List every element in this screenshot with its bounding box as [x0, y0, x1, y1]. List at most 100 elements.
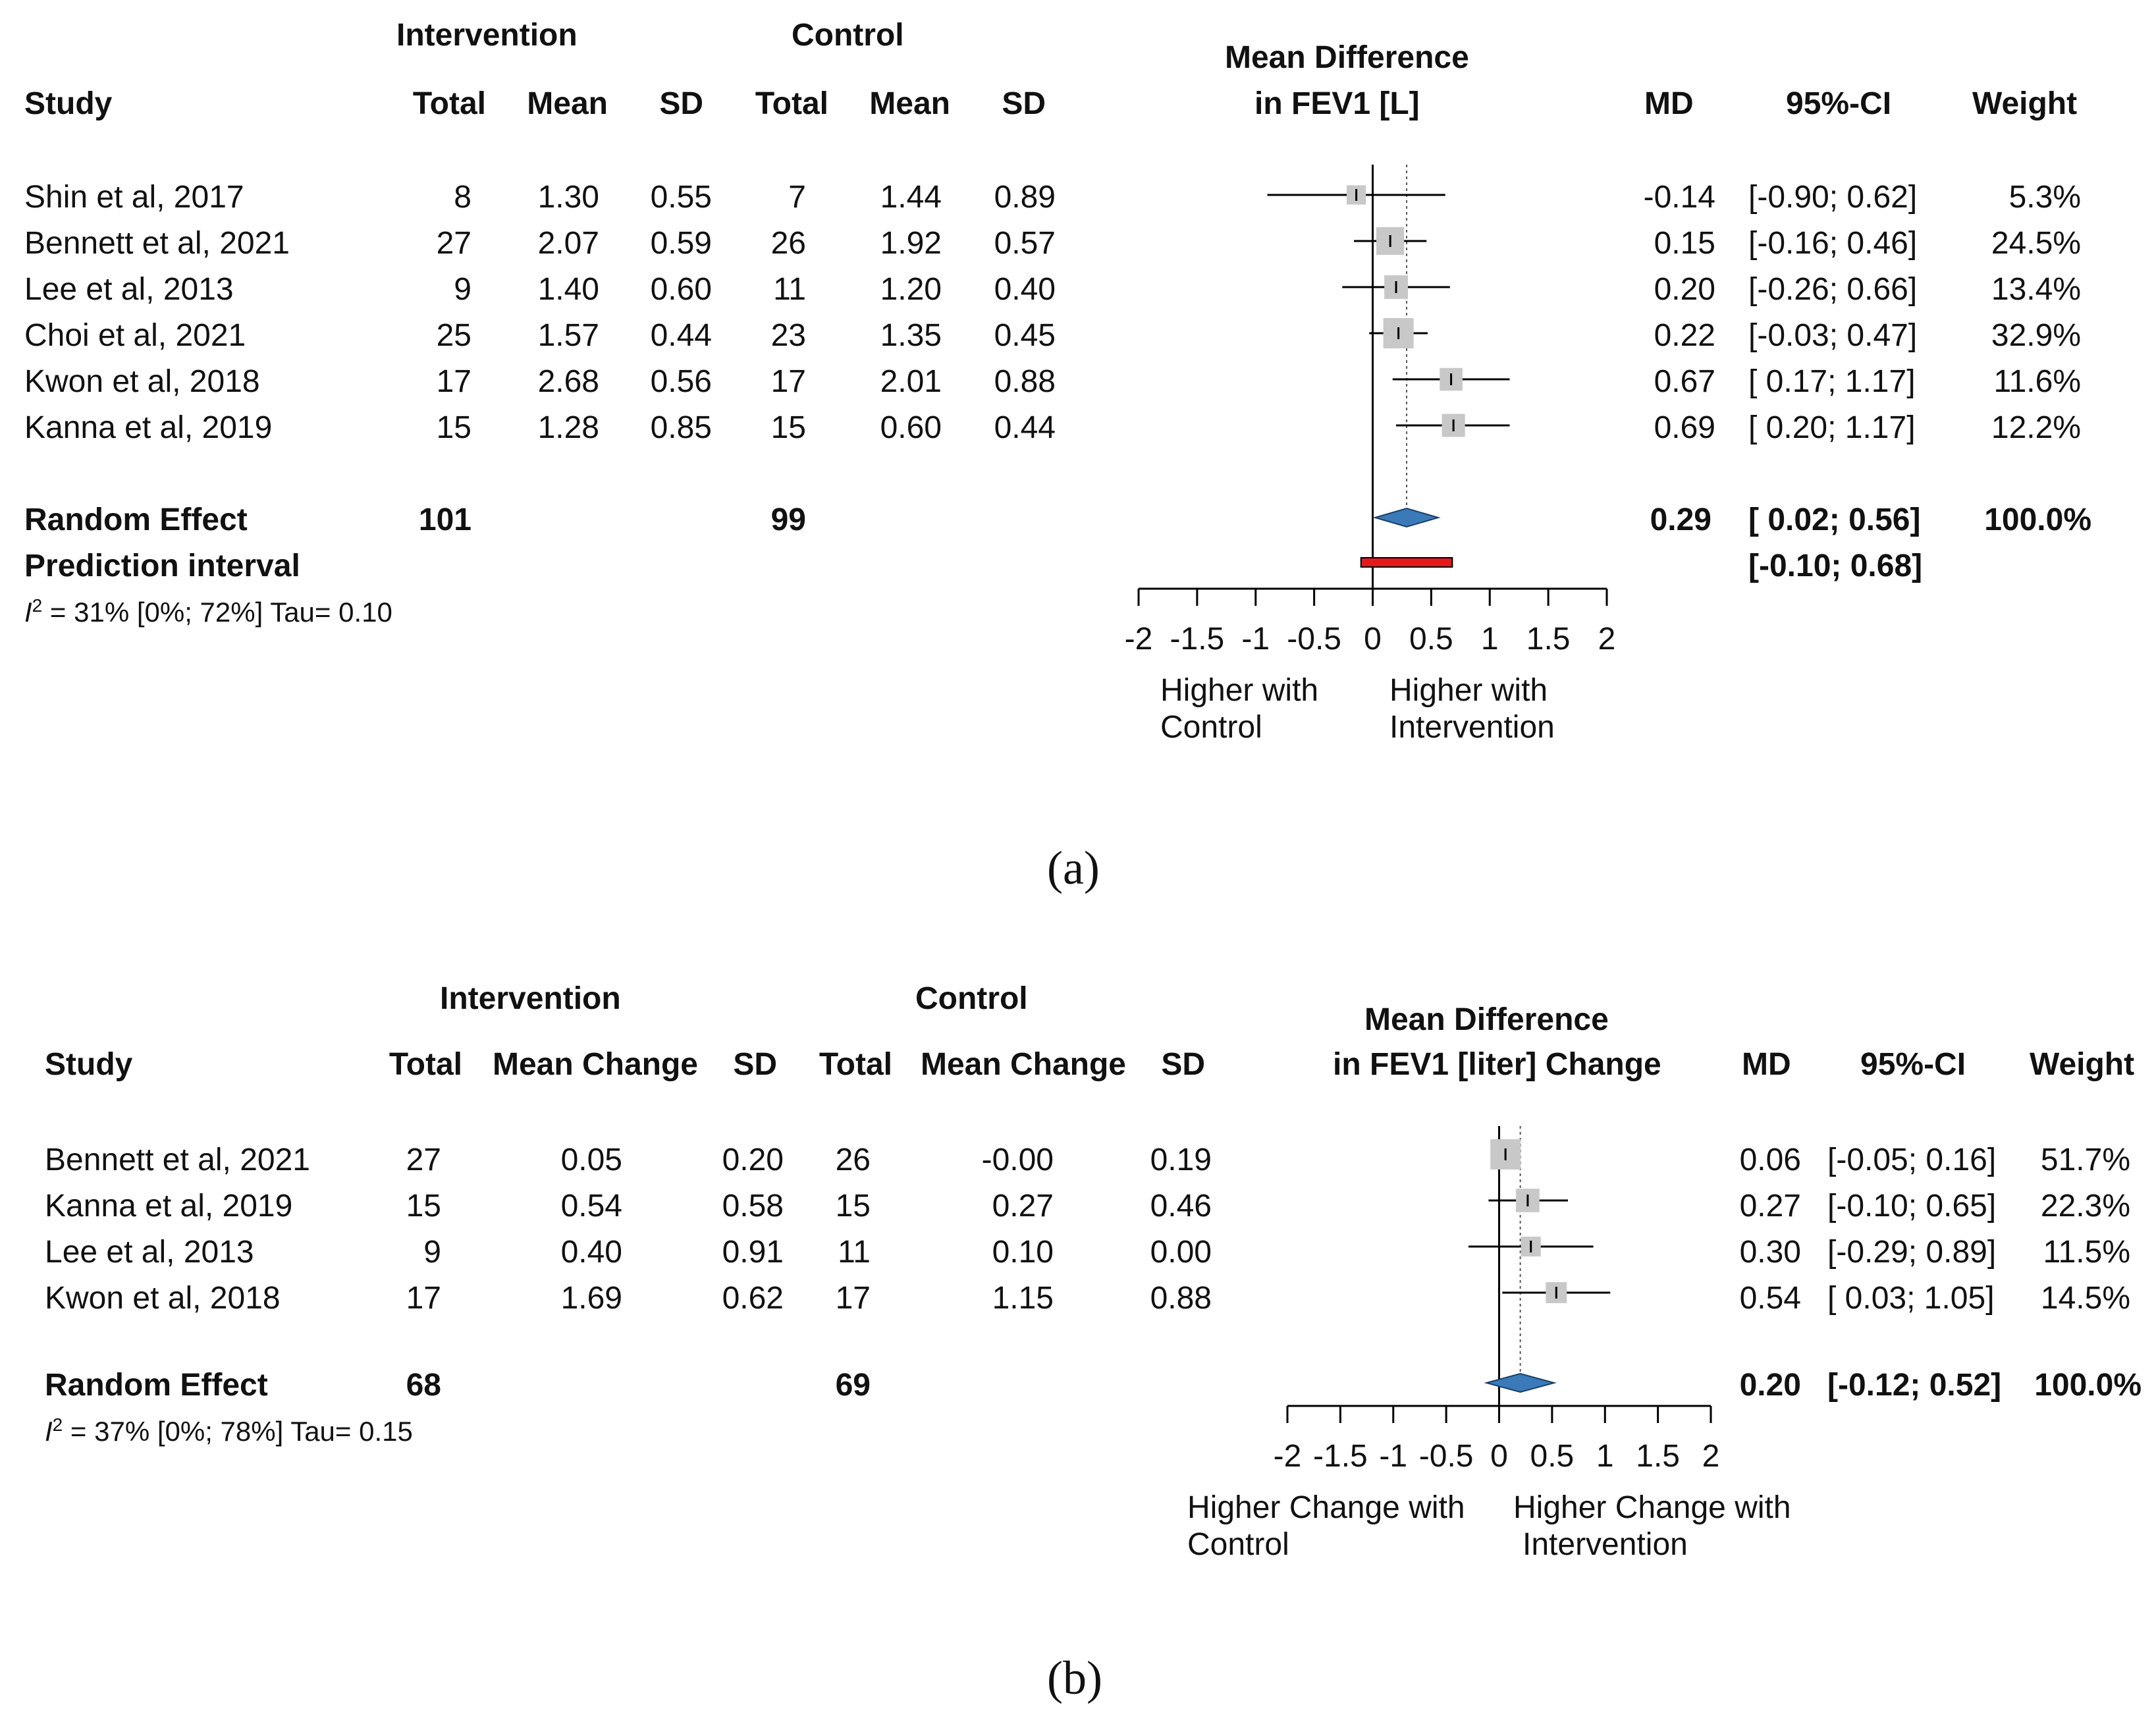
cell-i-mean: 0.54: [560, 1189, 622, 1224]
cell-study: Shin et al, 2017: [24, 180, 244, 215]
cell-c-sd: 0.44: [994, 410, 1056, 445]
cell-i-mean: 1.28: [537, 410, 599, 445]
cell-md: 0.15: [1654, 226, 1715, 261]
cell-weight: 12.2%: [1991, 410, 2081, 445]
plot-title-line-1: Mean Difference: [1364, 1002, 1609, 1037]
header-md: MD: [1644, 86, 1694, 121]
prediction-ci: [-0.10; 0.68]: [1748, 549, 1923, 583]
cell-md: 0.69: [1654, 410, 1715, 445]
x-tick-label: -0.5: [1287, 622, 1341, 657]
cell-c-sd: 0.00: [1150, 1235, 1212, 1270]
cell-weight: 51.7%: [2040, 1143, 2130, 1177]
header-weight: Weight: [2030, 1047, 2135, 1082]
cell-c-total: 11: [773, 272, 806, 307]
header-weight: Weight: [1972, 86, 2078, 121]
summary-int-total: 68: [406, 1368, 441, 1403]
cell-c-total: 17: [770, 364, 806, 399]
cell-c-sd: 0.89: [994, 180, 1056, 215]
favours-intervention-label: Higher with: [1389, 673, 1548, 708]
cell-weight: 13.4%: [1991, 272, 2081, 307]
heterogeneity-stats: I2 = 31% [0%; 72%] Tau= 0.10: [24, 595, 392, 628]
summary-weight: 100.0%: [2034, 1368, 2142, 1403]
cell-md: 0.67: [1654, 364, 1715, 399]
cell-i-mean: 1.57: [537, 318, 599, 353]
prediction-label: Prediction interval: [24, 549, 300, 583]
cell-c-sd: 0.57: [994, 226, 1056, 261]
favours-intervention-label: Intervention: [1523, 1527, 1688, 1562]
x-tick-label: 0: [1364, 622, 1382, 657]
x-tick-label: 1: [1596, 1439, 1614, 1474]
x-tick-label: 1.5: [1636, 1439, 1680, 1474]
header-int-total: Total: [412, 86, 486, 121]
cell-c-sd: 0.40: [994, 272, 1056, 307]
header-ctl-mean: Mean Change: [920, 1047, 1126, 1082]
cell-i-sd: 0.55: [650, 180, 712, 215]
cell-i-total: 9: [454, 272, 472, 307]
plot-title-line-2: in FEV1 [L]: [1254, 86, 1420, 121]
cell-md: 0.06: [1739, 1143, 1801, 1177]
cell-i-sd: 0.59: [650, 226, 712, 261]
summary-ctl-total: 69: [835, 1368, 871, 1403]
x-tick-label: 0.5: [1409, 622, 1453, 657]
plot-title-line-2: in FEV1 [liter] Change: [1333, 1047, 1661, 1082]
cell-i-mean: 2.07: [537, 226, 599, 261]
cell-weight: 11.6%: [1993, 364, 2081, 399]
favours-intervention-label: Higher Change with: [1513, 1490, 1791, 1525]
summary-label: Random Effect: [24, 502, 248, 537]
cell-c-total: 15: [835, 1189, 871, 1224]
cell-study: Bennett et al, 2021: [45, 1143, 310, 1177]
cell-c-mean: 0.10: [992, 1235, 1054, 1270]
header-int-sd: SD: [659, 86, 703, 121]
favours-control-label: Higher with: [1160, 673, 1318, 708]
header-int-mean: Mean Change: [492, 1047, 698, 1082]
summary-int-total: 101: [418, 502, 472, 537]
cell-md: 0.27: [1739, 1189, 1801, 1224]
header-int-sd: SD: [733, 1047, 777, 1082]
panel-label-a: (a): [1047, 842, 1100, 894]
summary-weight: 100.0%: [1984, 502, 2091, 537]
cell-c-mean: 0.60: [880, 410, 942, 445]
cell-i-mean: 0.40: [560, 1235, 622, 1270]
cell-c-total: 26: [835, 1143, 871, 1177]
cell-ci: [ 0.20; 1.17]: [1748, 410, 1916, 445]
cell-i-total: 25: [436, 318, 472, 353]
header-ctl-mean: Mean: [869, 86, 950, 121]
heterogeneity-stats: I2 = 37% [0%; 78%] Tau= 0.15: [45, 1414, 413, 1447]
cell-c-sd: 0.46: [1150, 1189, 1212, 1224]
header-ci: 95%-CI: [1786, 86, 1892, 121]
forest-plot-panel-a: Intervention Control Mean Difference in …: [0, 0, 2156, 892]
cell-i-sd: 0.62: [722, 1281, 784, 1316]
cell-i-sd: 0.58: [722, 1189, 784, 1224]
cell-md: 0.20: [1654, 272, 1715, 307]
cell-c-total: 15: [770, 410, 806, 445]
panel-label-b: (b): [1047, 1652, 1102, 1704]
header-ctl-sd: SD: [1002, 86, 1046, 121]
x-tick-label: 0.5: [1530, 1439, 1575, 1474]
cell-i-total: 17: [436, 364, 472, 399]
cell-i-sd: 0.85: [650, 410, 712, 445]
cell-md: -0.14: [1643, 180, 1715, 215]
cell-c-total: 23: [770, 318, 806, 353]
cell-i-total: 27: [436, 226, 472, 261]
cell-i-total: 27: [406, 1143, 441, 1177]
cell-weight: 14.5%: [2040, 1281, 2130, 1316]
header-intervention: Intervention: [396, 18, 578, 53]
cell-i-total: 8: [454, 180, 472, 215]
cell-weight: 11.5%: [2043, 1235, 2130, 1270]
x-tick-label: -0.5: [1419, 1439, 1474, 1474]
header-ci: 95%-CI: [1860, 1047, 1966, 1082]
header-int-mean: Mean: [527, 86, 608, 121]
x-tick-label: 2: [1702, 1439, 1720, 1474]
x-tick-label: -1.5: [1170, 622, 1225, 657]
x-tick-label: 0: [1490, 1439, 1508, 1474]
cell-c-mean: -0.00: [981, 1143, 1054, 1177]
cell-ci: [ 0.17; 1.17]: [1748, 364, 1916, 399]
header-ctl-total: Total: [755, 86, 828, 121]
plot-title-line-1: Mean Difference: [1225, 40, 1469, 75]
favours-control-label: Control: [1160, 710, 1262, 745]
cell-i-mean: 1.69: [560, 1281, 622, 1316]
cell-i-sd: 0.91: [722, 1235, 784, 1270]
cell-study: Kwon et al, 2018: [24, 364, 260, 399]
cell-c-sd: 0.88: [1150, 1281, 1212, 1316]
